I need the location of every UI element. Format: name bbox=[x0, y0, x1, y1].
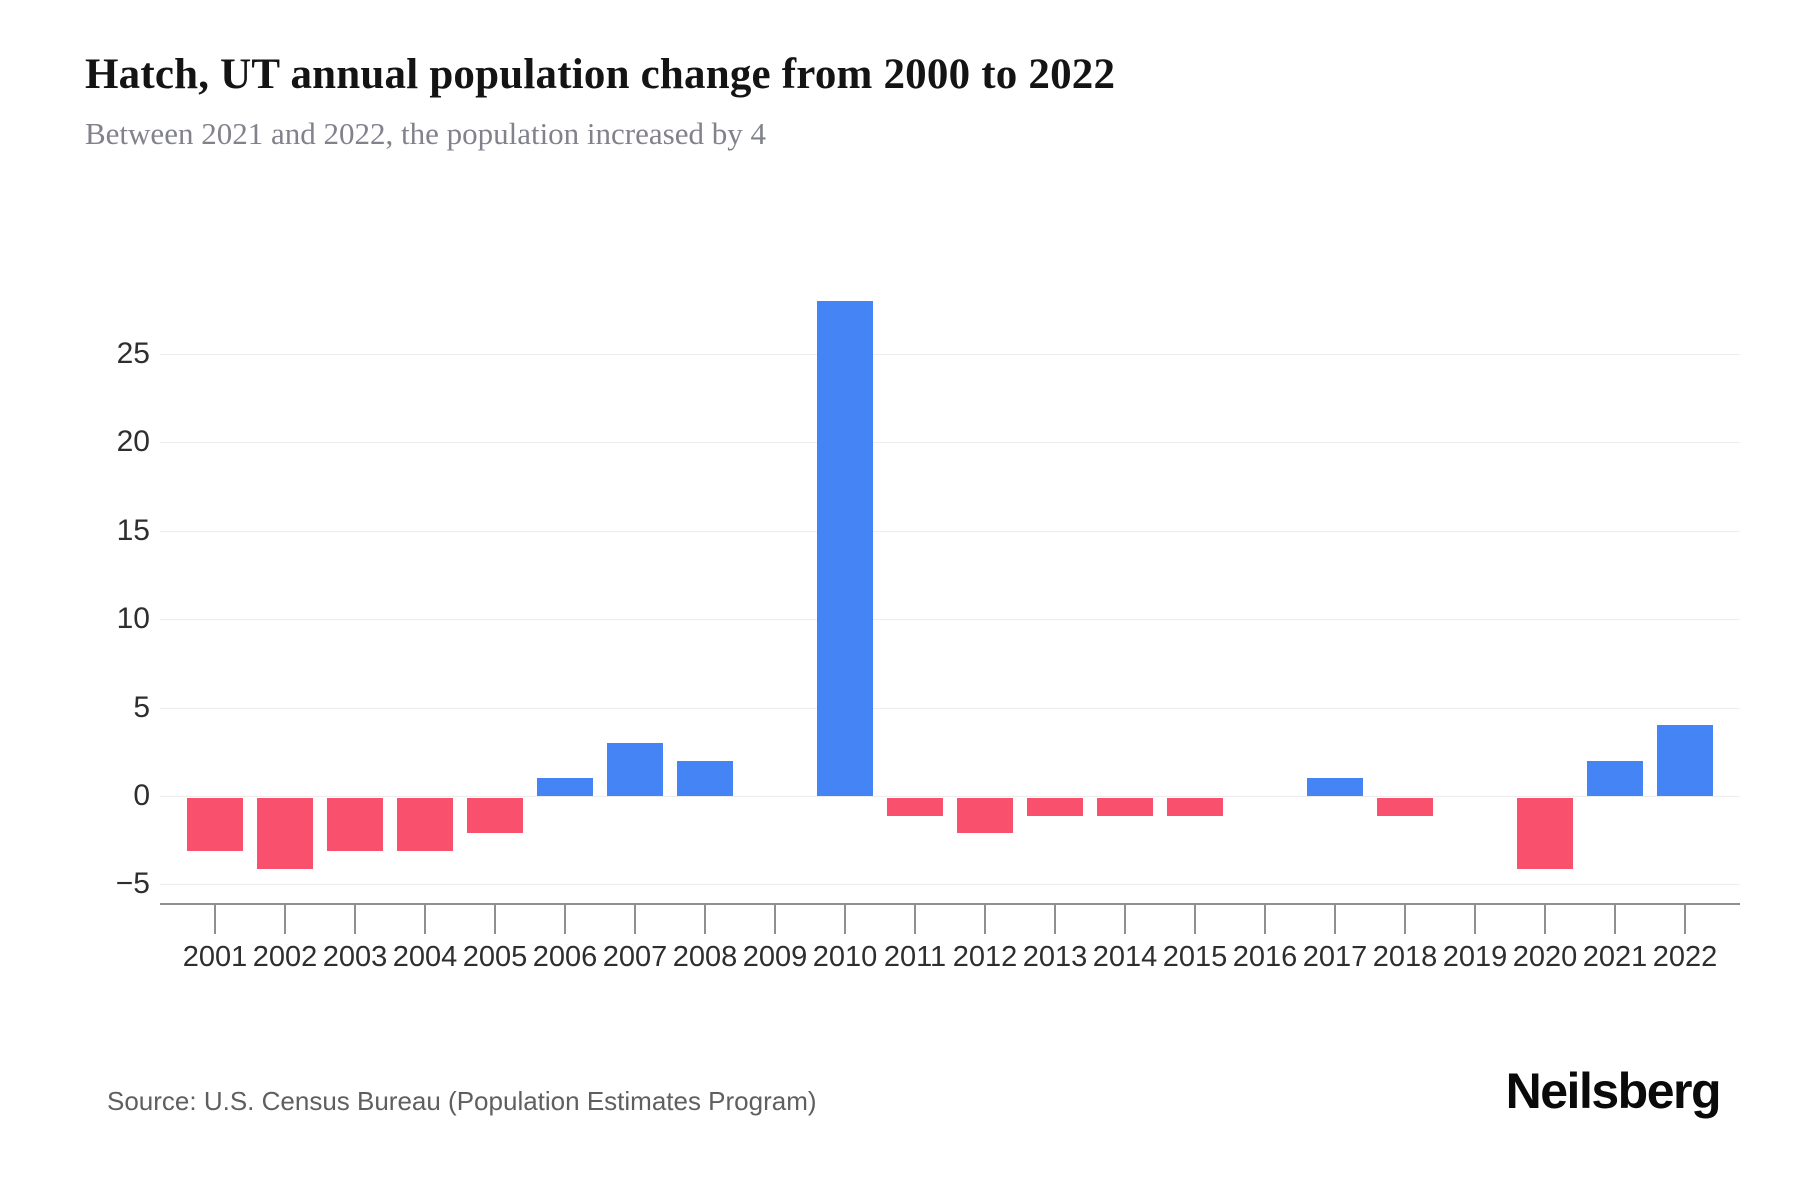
gridline-y-10 bbox=[160, 619, 1740, 621]
bar-2006[interactable] bbox=[537, 778, 593, 796]
y-tick-label-25: 25 bbox=[116, 337, 150, 370]
x-tick-2005 bbox=[494, 905, 496, 934]
y-tick-label-15: 15 bbox=[116, 513, 150, 547]
x-tick-label-2002: 2002 bbox=[252, 941, 318, 973]
bar-2011[interactable] bbox=[887, 798, 943, 816]
x-tick-2010 bbox=[844, 905, 846, 934]
x-tick-2018 bbox=[1404, 905, 1406, 934]
x-tick-label-2011: 2011 bbox=[883, 941, 947, 973]
x-tick-label-2009: 2009 bbox=[742, 941, 808, 973]
x-tick-label-2019: 2019 bbox=[1442, 941, 1508, 973]
bar-2007[interactable] bbox=[607, 742, 663, 796]
x-tick-2011 bbox=[914, 905, 916, 934]
x-tick-2022 bbox=[1684, 905, 1686, 934]
x-tick-2014 bbox=[1124, 905, 1126, 934]
x-tick-2006 bbox=[564, 905, 566, 934]
x-tick-2019 bbox=[1474, 905, 1476, 934]
x-tick-2008 bbox=[704, 905, 706, 934]
x-axis: 2001 2002 2003 2004 2005 2006 2007 2008 2009 2010… bbox=[160, 905, 1740, 985]
x-tick-label-2014: 2014 bbox=[1092, 941, 1158, 973]
bar-2018[interactable] bbox=[1377, 798, 1433, 816]
bar-2020[interactable] bbox=[1517, 798, 1573, 869]
x-tick-label-2015: 2015 bbox=[1162, 941, 1228, 973]
x-tick-2009 bbox=[774, 905, 776, 934]
gridline-y--5 bbox=[160, 884, 1740, 886]
bar-2003[interactable] bbox=[327, 798, 383, 852]
x-tick-2003 bbox=[354, 905, 356, 934]
gridline-y-5 bbox=[160, 707, 1740, 709]
x-tick-2015 bbox=[1194, 905, 1196, 934]
gridline-y-0 bbox=[160, 796, 1740, 797]
x-tick-label-2004: 2004 bbox=[392, 941, 458, 973]
bar-2022[interactable] bbox=[1657, 725, 1713, 796]
chart-title: Hatch, UT annual population change from … bbox=[85, 51, 1116, 98]
gridline-y-15 bbox=[160, 530, 1740, 532]
neilsberg-logo: Neilsberg bbox=[1505, 1063, 1722, 1119]
x-tick-label-2016: 2016 bbox=[1232, 941, 1298, 973]
plot-area bbox=[160, 255, 1740, 905]
x-tick-2002 bbox=[284, 905, 286, 934]
x-tick-label-2010: 2010 bbox=[812, 941, 878, 973]
y-tick-label-10: 10 bbox=[116, 602, 150, 636]
x-tick-2007 bbox=[634, 905, 636, 934]
source-note: Source: U.S. Census Bureau (Population E… bbox=[107, 1086, 817, 1116]
bar-2004[interactable] bbox=[397, 798, 453, 852]
y-tick-label--5: −5 bbox=[115, 867, 150, 901]
x-tick-2020 bbox=[1544, 905, 1546, 934]
x-tick-label-2008: 2008 bbox=[672, 941, 738, 973]
bar-2015[interactable] bbox=[1167, 798, 1223, 816]
y-tick-label-20: 20 bbox=[116, 425, 150, 459]
x-tick-label-2017: 2017 bbox=[1302, 941, 1368, 973]
x-tick-label-2020: 2020 bbox=[1512, 941, 1578, 973]
x-tick-2013 bbox=[1054, 905, 1056, 934]
x-tick-2021 bbox=[1614, 905, 1616, 934]
x-tick-label-2007: 2007 bbox=[602, 941, 668, 973]
x-tick-label-2018: 2018 bbox=[1372, 941, 1438, 973]
bar-2013[interactable] bbox=[1027, 798, 1083, 816]
x-tick-2017 bbox=[1334, 905, 1336, 934]
gridline-y-20 bbox=[160, 442, 1740, 444]
bar-2017[interactable] bbox=[1307, 778, 1363, 796]
bar-chart: 25 20 15 10 5 0 −5 2001 2002 2003 2004 2005 2006 200… bbox=[115, 255, 1740, 985]
x-tick-2001 bbox=[214, 905, 216, 934]
x-tick-label-2005: 2005 bbox=[462, 941, 528, 973]
x-tick-label-2012: 2012 bbox=[952, 941, 1018, 973]
x-tick-2004 bbox=[424, 905, 426, 934]
bar-2005[interactable] bbox=[467, 798, 523, 834]
x-tick-label-2001: 2001 bbox=[182, 941, 248, 973]
x-tick-label-2013: 2013 bbox=[1022, 941, 1088, 973]
bar-2010[interactable] bbox=[817, 300, 873, 796]
y-tick-label-0: 0 bbox=[133, 779, 150, 812]
chart-subtitle: Between 2021 and 2022, the population in… bbox=[85, 116, 766, 151]
bar-2008[interactable] bbox=[677, 760, 733, 796]
bar-2002[interactable] bbox=[257, 798, 313, 869]
gridline-y-25 bbox=[160, 354, 1740, 355]
bar-2012[interactable] bbox=[957, 798, 1013, 834]
x-tick-label-2006: 2006 bbox=[532, 941, 598, 973]
bar-2014[interactable] bbox=[1097, 798, 1153, 816]
y-tick-label-5: 5 bbox=[133, 690, 150, 724]
x-tick-label-2021: 2021 bbox=[1582, 941, 1648, 973]
bar-2021[interactable] bbox=[1587, 760, 1643, 796]
x-tick-label-2003: 2003 bbox=[322, 941, 388, 973]
x-tick-2016 bbox=[1264, 905, 1266, 934]
x-tick-2012 bbox=[984, 905, 986, 934]
x-tick-label-2022: 2022 bbox=[1652, 941, 1718, 973]
bar-2001[interactable] bbox=[187, 798, 243, 852]
